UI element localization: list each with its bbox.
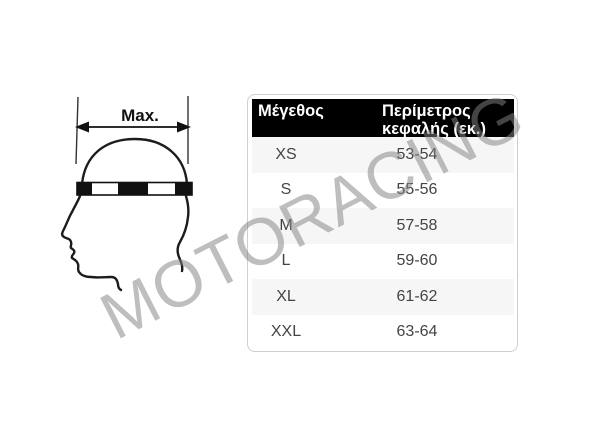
size-cell: L [281,252,291,270]
size-cell: XXL [270,323,302,341]
band-segment [118,182,148,195]
size-cell: XS [275,145,297,163]
circumference-cell: 55-56 [396,181,438,199]
arrowhead-left-icon [75,121,89,133]
size-cell: M [279,216,293,234]
circumference-cell: 63-64 [396,323,438,341]
back-of-head-outline [176,194,190,273]
table-row: L 59-60 [252,243,514,279]
size-cell: XL [276,287,296,305]
max-label: Max. [121,106,159,125]
table-row: S 55-56 [252,172,514,208]
face-profile-outline [60,194,123,292]
size-cell: S [280,181,292,199]
measuring-band [76,181,193,196]
table-row: XXL 63-64 [252,314,514,350]
table-row: M 57-58 [252,208,514,244]
head-dome-outline [80,137,189,186]
circumference-header-line2: κεφαλής (εκ.) [382,120,487,138]
circumference-cell: 61-62 [396,287,438,305]
guide-line-left [75,96,79,165]
circumference-header-line1: Περίμετρος [382,102,471,120]
band-segment [175,182,192,195]
head-diagram-svg: Max. [60,96,193,292]
band-segment [77,182,92,195]
head-measurement-diagram: Max. [50,88,220,303]
table-row: XS 53-54 [252,137,514,173]
circumference-cell: 53-54 [396,145,438,163]
size-column-header: Μέγεθος [258,102,324,120]
circumference-column-header: Περίμετρος κεφαλής (εκ.) [320,99,514,138]
size-table: Μέγεθος Περίμετρος κεφαλής (εκ.) XS 53-5… [247,94,518,352]
circumference-cell: 59-60 [396,252,438,270]
size-table-header: Μέγεθος Περίμετρος κεφαλής (εκ.) [252,99,514,138]
circumference-cell: 57-58 [396,216,438,234]
table-row: XL 61-62 [252,279,514,315]
arrowhead-right-icon [177,121,191,133]
